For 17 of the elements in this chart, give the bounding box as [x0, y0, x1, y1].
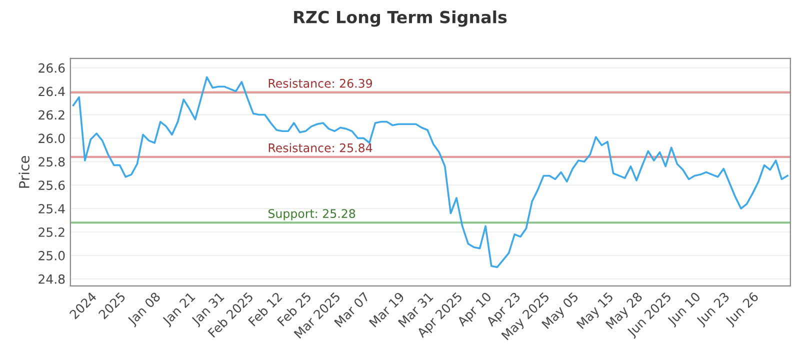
ref-line-label: Resistance: 25.84	[268, 143, 372, 152]
y-tick-label: 24.8	[38, 274, 65, 284]
line-series	[72, 76, 788, 268]
chart-title: RZC Long Term Signals	[294, 10, 507, 27]
y-tick-label: 25.8	[38, 157, 65, 167]
y-tick-label: 26.2	[38, 110, 64, 120]
x-tick-label: Jan 08	[126, 292, 162, 328]
y-tick-label: 25.6	[38, 180, 65, 190]
y-tick-label: 25.0	[38, 250, 65, 260]
y-tick-label: 25.4	[38, 204, 65, 214]
y-tick-label: 25.2	[38, 227, 64, 237]
ref-line-label: Resistance: 26.39	[268, 78, 372, 88]
y-tick-label: 26.4	[38, 86, 65, 96]
y-tick-label: 26.6	[38, 63, 65, 73]
y-axis-title: Price	[18, 156, 30, 188]
ref-line-label: Support: 25.28	[268, 209, 356, 220]
y-tick-label: 26.0	[38, 134, 65, 144]
